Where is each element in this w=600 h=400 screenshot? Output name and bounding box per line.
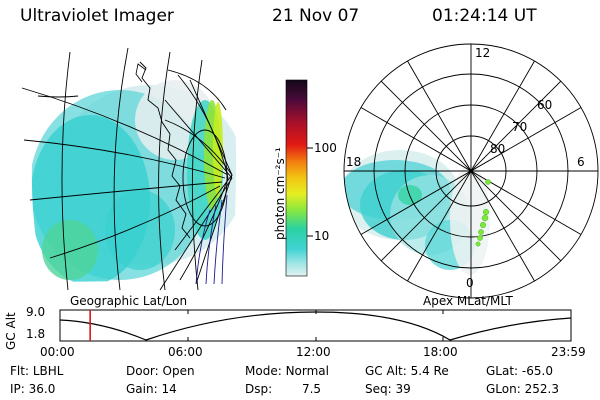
- gain-value: 14: [161, 382, 177, 396]
- status-gc-alt: GC Alt: 5.4 Re: [365, 364, 449, 378]
- mlat-label-80: 80: [490, 142, 506, 156]
- flt-value: LBHL: [32, 364, 64, 378]
- status-gain: Gain: 14: [126, 382, 177, 396]
- colorbar-tick-10: 10: [314, 229, 330, 243]
- status-glat: GLat: -65.0: [486, 364, 553, 378]
- status-dsp: Dsp: 7.5: [245, 382, 321, 396]
- gc-alt-value: 5.4 Re: [410, 364, 449, 378]
- altitude-xtick-0000: 00:00: [40, 345, 75, 359]
- dsp-label: Dsp:: [245, 382, 273, 396]
- mlat-label-60: 60: [537, 98, 553, 112]
- mlt-label-6: 6: [577, 155, 585, 169]
- altitude-plot: [59, 309, 572, 342]
- status-glon: GLon: 252.3: [486, 382, 559, 396]
- altitude-xtick-0600: 06:00: [168, 345, 203, 359]
- colorbar-unit-label: photon cm⁻²s⁻¹: [273, 147, 287, 240]
- colorbar-tick-100: 100: [314, 141, 337, 155]
- mlt-label-12: 12: [475, 46, 491, 60]
- flt-label: Flt:: [10, 364, 29, 378]
- status-door: Door: Open: [126, 364, 195, 378]
- glon-label: GLon:: [486, 382, 521, 396]
- instrument-title: Ultraviolet Imager: [20, 6, 174, 26]
- gain-label: Gain:: [126, 382, 158, 396]
- altitude-axis-title: GC Alt: [4, 312, 18, 350]
- polar-mlat-mlt-panel: [343, 43, 599, 299]
- ip-label: IP:: [10, 382, 25, 396]
- altitude-xtick-2359: 23:59: [551, 345, 586, 359]
- altitude-ytick-max: 9.0: [26, 305, 46, 319]
- dsp-value: 7.5: [301, 382, 322, 396]
- glat-value: -65.0: [521, 364, 553, 378]
- observation-date: 21 Nov 07: [272, 6, 360, 26]
- status-flt: Flt: LBHL: [10, 364, 63, 378]
- mlt-label-18: 18: [346, 155, 362, 169]
- seq-label: Seq:: [365, 382, 392, 396]
- seq-value: 39: [395, 382, 411, 396]
- observation-time: 01:24:14 UT: [432, 6, 537, 26]
- polar-caption: Apex MLat/MLT: [423, 294, 513, 308]
- altitude-xtick-1800: 18:00: [423, 345, 458, 359]
- status-seq: Seq: 39: [365, 382, 411, 396]
- door-label: Door:: [126, 364, 159, 378]
- glat-label: GLat:: [486, 364, 519, 378]
- mlat-label-70: 70: [512, 120, 528, 134]
- status-ip: IP: 36.0: [10, 382, 55, 396]
- geographic-map-panel: [21, 47, 237, 291]
- gc-alt-label: GC Alt:: [365, 364, 407, 378]
- status-mode: Mode: Normal: [245, 364, 329, 378]
- geographic-caption: Geographic Lat/Lon: [70, 294, 188, 308]
- altitude-xtick-1200: 12:00: [296, 345, 331, 359]
- mode-label: Mode:: [245, 364, 282, 378]
- ip-value: 36.0: [28, 382, 56, 396]
- door-value: Open: [162, 364, 195, 378]
- colorbar: [285, 79, 313, 277]
- mlt-label-0: 0: [466, 276, 474, 290]
- mode-value: Normal: [285, 364, 329, 378]
- glon-value: 252.3: [524, 382, 559, 396]
- altitude-ytick-min: 1.8: [26, 327, 46, 341]
